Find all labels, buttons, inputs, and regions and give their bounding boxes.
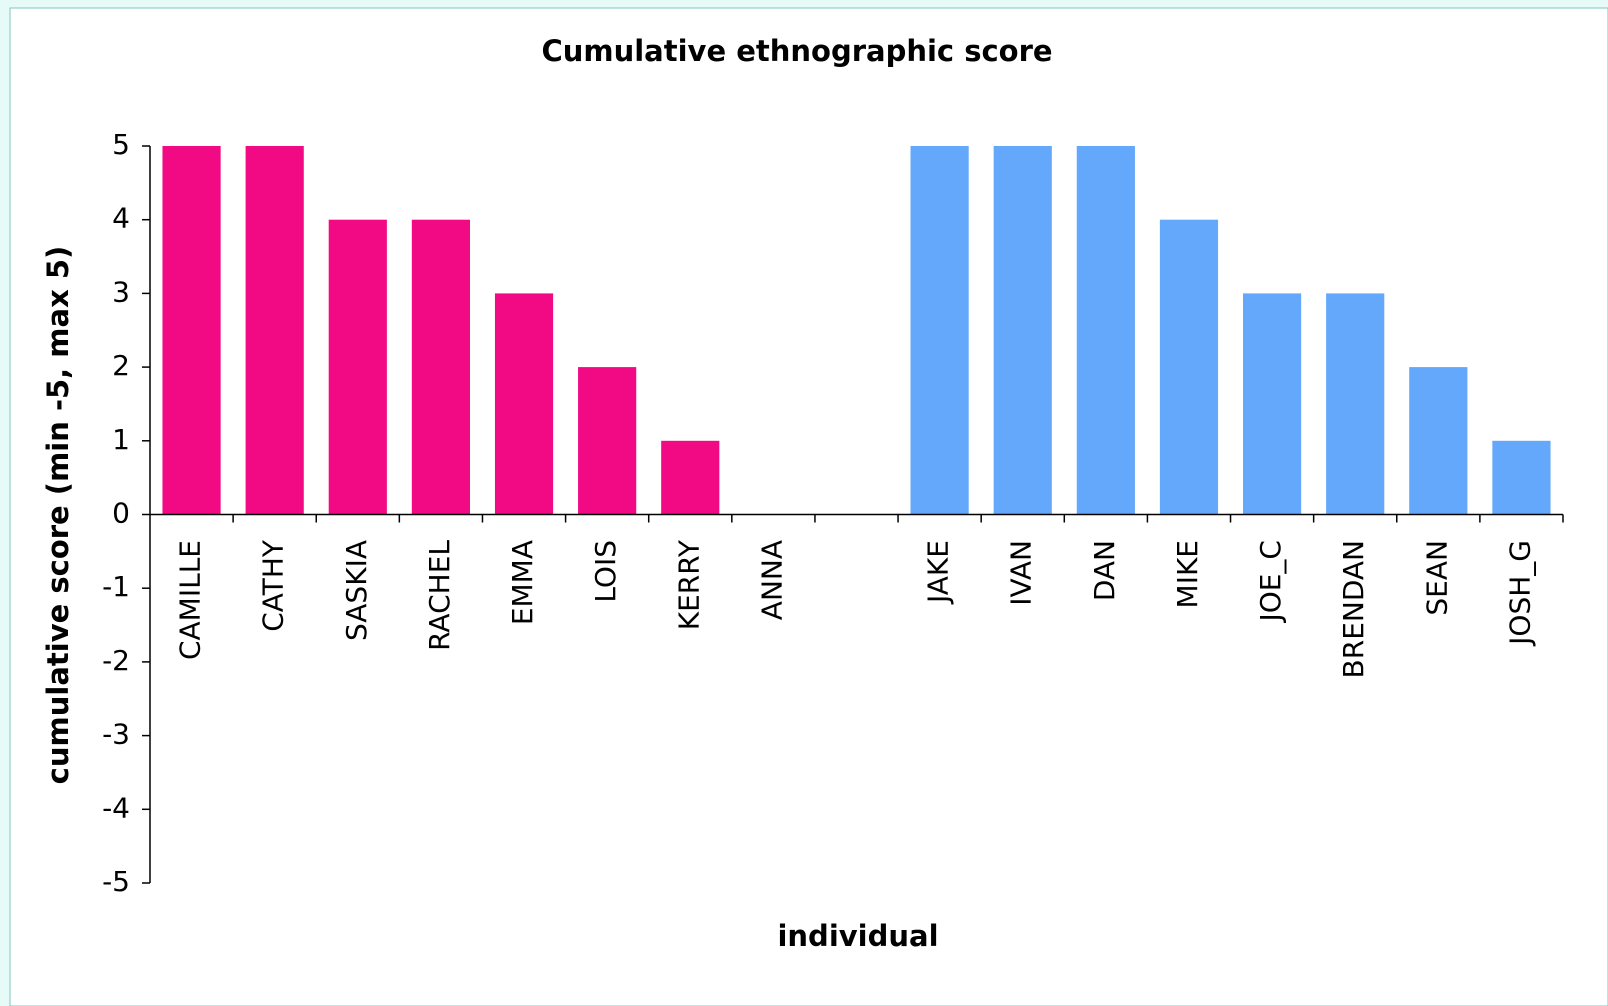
y-tick-label: 0 bbox=[112, 497, 130, 530]
x-tick-label: EMMA bbox=[506, 540, 539, 625]
bar bbox=[1326, 293, 1385, 515]
x-tick-label: RACHEL bbox=[423, 540, 456, 651]
y-tick-label: -3 bbox=[102, 718, 130, 751]
y-tick-label: -2 bbox=[102, 644, 130, 677]
y-tick-label: 4 bbox=[112, 202, 130, 235]
bar bbox=[1076, 146, 1135, 515]
x-tick-label: JOSH_G bbox=[1503, 540, 1536, 647]
bar bbox=[993, 146, 1052, 515]
y-axis-title: cumulative score (min -5, max 5) bbox=[41, 246, 75, 785]
bar bbox=[494, 293, 554, 515]
x-tick-label: JOE_C bbox=[1254, 540, 1287, 624]
y-tick-label: 2 bbox=[112, 349, 130, 382]
bar bbox=[411, 219, 471, 515]
x-tick-label: MIKE bbox=[1171, 540, 1204, 608]
chart-title: Cumulative ethnographic score bbox=[541, 34, 1052, 68]
bar bbox=[1159, 219, 1219, 515]
x-tick-label: JAKE bbox=[922, 540, 955, 605]
y-tick-label: -4 bbox=[102, 791, 130, 824]
y-tick-label: -1 bbox=[102, 570, 130, 603]
bar bbox=[245, 146, 304, 515]
x-tick-label: BRENDAN bbox=[1337, 540, 1370, 678]
x-tick-label: IVAN bbox=[1005, 540, 1038, 606]
y-tick-label: 5 bbox=[112, 128, 130, 161]
bar bbox=[1492, 440, 1551, 515]
bar bbox=[1242, 293, 1302, 515]
x-tick-label: SASKIA bbox=[340, 540, 373, 641]
bar bbox=[661, 440, 720, 515]
x-tick-label: LOIS bbox=[589, 540, 622, 603]
x-tick-label: DAN bbox=[1088, 540, 1121, 601]
y-tick-label: 1 bbox=[112, 423, 130, 456]
bar bbox=[910, 146, 969, 515]
bar bbox=[328, 219, 387, 515]
x-tick-label: ANNA bbox=[755, 540, 788, 620]
x-tick-label: CATHY bbox=[257, 539, 290, 632]
x-tick-label: SEAN bbox=[1420, 540, 1453, 616]
x-tick-label: KERRY bbox=[672, 539, 705, 630]
x-tick-label: CAMILLE bbox=[174, 540, 207, 660]
y-tick-label: -5 bbox=[102, 865, 130, 898]
y-tick-label: 3 bbox=[112, 275, 130, 308]
bar bbox=[578, 367, 637, 515]
bar bbox=[162, 146, 221, 515]
bar bbox=[1409, 367, 1468, 515]
x-axis-title: individual bbox=[777, 919, 938, 953]
